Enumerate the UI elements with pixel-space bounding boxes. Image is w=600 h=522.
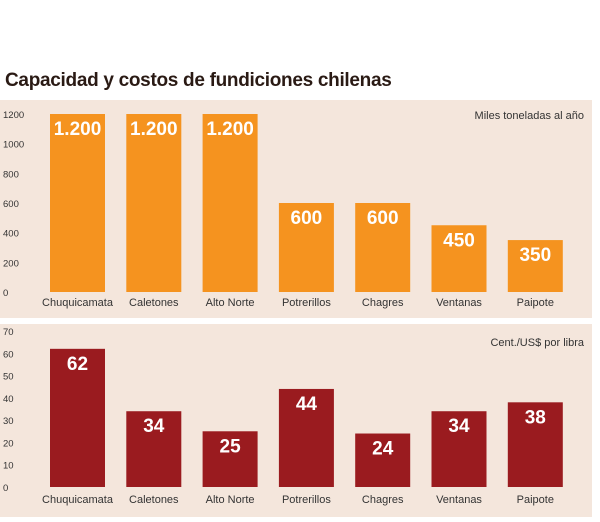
bar [278,388,334,487]
bar [278,203,334,292]
y-tick-label: 800 [3,169,19,180]
y-tick-label: 50 [3,372,14,383]
unit-label: Cent./US$ por libra [490,337,584,349]
y-tick-label: 1000 [3,140,24,151]
bar [431,225,487,292]
y-tick-label: 30 [3,416,14,427]
capacity-chart: Miles toneladas al año 0 200 400 600 800 1000 1… [3,110,584,309]
value-label: 24 [372,439,394,460]
y-tick-label: 0 [3,288,8,299]
category-label: Potrerillos [282,297,331,309]
category-label: Caletones [129,297,179,309]
y-tick-label: 0 [3,483,8,494]
value-label: 450 [443,230,475,251]
category-label: Potrerillos [282,494,331,506]
value-label: 600 [367,208,399,229]
bar [50,114,105,292]
chart-title: Capacidad y costos de fundiciones chilen… [5,70,392,91]
category-label: Alto Norte [206,494,255,506]
value-label: 1.200 [206,119,254,140]
y-tick-label: 70 [3,327,14,338]
value-label: 34 [143,416,165,437]
bar [507,402,563,487]
category-label: Paipote [517,297,554,309]
category-label: Chuquicamata [42,494,114,506]
y-tick-label: 600 [3,199,19,210]
y-tick-label: 10 [3,461,14,472]
value-label: 350 [519,245,551,266]
category-label: Caletones [129,494,179,506]
category-label: Alto Norte [206,297,255,309]
capacity-panel: Miles toneladas al año 0 200 400 600 800 1000 1… [0,100,592,318]
y-tick-label: 40 [3,394,14,405]
category-label: Chagres [362,494,404,506]
bar [126,114,182,292]
bar [355,433,411,487]
y-tick-label: 20 [3,438,14,449]
y-tick-label: 200 [3,258,19,269]
y-tick-label: 1200 [3,110,24,121]
value-label: 1.200 [54,119,102,140]
bar [202,114,258,292]
category-label: Ventanas [436,297,482,309]
category-label: Ventanas [436,494,482,506]
bar [431,411,487,487]
value-label: 44 [296,394,318,415]
value-label: 38 [525,407,546,428]
value-label: 1.200 [130,119,178,140]
value-label: 62 [67,354,88,375]
y-tick-label: 400 [3,229,19,240]
value-label: 25 [220,436,242,457]
bar [507,240,563,292]
category-label: Chuquicamata [42,297,114,309]
bar [126,411,182,487]
value-label: 34 [448,416,470,437]
category-label: Paipote [517,494,554,506]
category-label: Chagres [362,297,404,309]
bar [355,203,411,292]
value-label: 600 [291,208,323,229]
bar [50,348,105,487]
cost-panel: Cent./US$ por libra 0 10 20 30 40 50 60 70 62 Chuq… [0,324,592,517]
y-tick-label: 60 [3,349,14,360]
unit-label: Miles toneladas al año [475,110,584,122]
bar [202,431,258,487]
cost-chart: Cent./US$ por libra 0 10 20 30 40 50 60 70 62 Chuq… [3,327,585,506]
